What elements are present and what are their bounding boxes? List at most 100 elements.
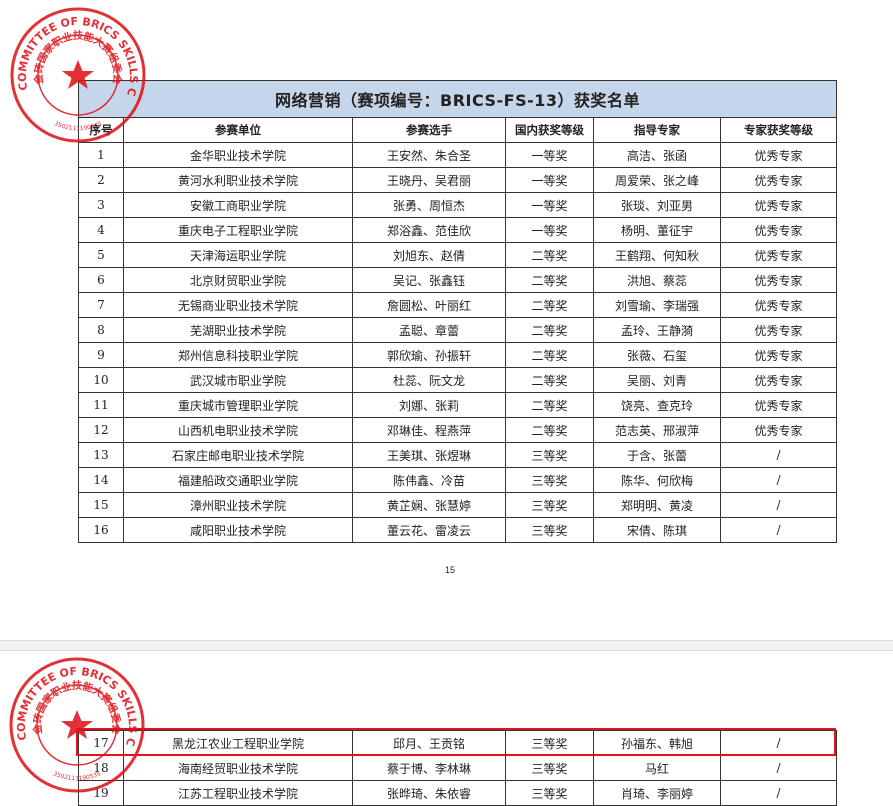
cell-seq: 3 xyxy=(78,192,124,218)
cell-expert-award: 优秀专家 xyxy=(719,317,838,343)
cell-expert-award: 优秀专家 xyxy=(719,242,838,268)
cell-seq: 2 xyxy=(78,167,124,193)
cell-seq: 10 xyxy=(78,367,124,393)
table-row: 8 芜湖职业技术学院 孟聪、章蕾 二等奖 孟玲、王静漪 优秀专家 xyxy=(78,317,838,343)
cell-expert-award: / xyxy=(720,730,837,756)
cell-contestants: 邱月、王贡铭 xyxy=(352,730,506,756)
cell-award: 二等奖 xyxy=(505,342,594,368)
cell-experts: 郑明明、黄凌 xyxy=(593,492,721,518)
cell-expert-award: 优秀专家 xyxy=(719,217,838,243)
cell-award: 三等奖 xyxy=(505,730,594,756)
cell-seq: 11 xyxy=(78,392,124,418)
cell-experts: 宋倩、陈琪 xyxy=(593,517,721,543)
cell-seq: 5 xyxy=(78,242,124,268)
cell-experts: 肖琦、李丽婷 xyxy=(593,780,721,806)
cell-contestants: 郑浴鑫、范佳欣 xyxy=(352,217,506,243)
cell-award: 二等奖 xyxy=(505,242,594,268)
cell-expert-award: 优秀专家 xyxy=(719,142,838,168)
cell-experts: 马红 xyxy=(593,755,721,781)
document-page-1: 网络营销（赛项编号：BRICS-FS-13）获奖名单 序号 参赛单位 参赛选手 … xyxy=(0,0,893,641)
cell-award: 二等奖 xyxy=(505,267,594,293)
cell-expert-award: / xyxy=(719,517,838,543)
table-row: 10 武汉城市职业学院 杜蕊、阮文龙 二等奖 吴丽、刘青 优秀专家 xyxy=(78,367,838,393)
cell-unit: 福建船政交通职业学院 xyxy=(123,467,353,493)
cell-contestants: 吴记、张鑫钰 xyxy=(352,267,506,293)
cell-award: 一等奖 xyxy=(505,192,594,218)
cell-seq: 7 xyxy=(78,292,124,318)
cell-contestants: 王安然、朱合圣 xyxy=(352,142,506,168)
cell-unit: 咸阳职业技术学院 xyxy=(123,517,353,543)
table-row: 4 重庆电子工程职业学院 郑浴鑫、范佳欣 一等奖 杨明、董征宇 优秀专家 xyxy=(78,217,838,243)
cell-experts: 张琰、刘亚男 xyxy=(593,192,721,218)
cell-contestants: 刘娜、张莉 xyxy=(352,392,506,418)
table-row: 1 金华职业技术学院 王安然、朱合圣 一等奖 高洁、张函 优秀专家 xyxy=(78,142,838,168)
header-row: 序号 参赛单位 参赛选手 国内获奖等级 指导专家 专家获奖等级 xyxy=(78,117,838,143)
cell-expert-award: 优秀专家 xyxy=(719,392,838,418)
table-row: 7 无锡商业职业技术学院 詹圆松、叶丽红 二等奖 刘雪瑜、李瑞强 优秀专家 xyxy=(78,292,838,318)
cell-unit: 海南经贸职业技术学院 xyxy=(123,755,353,781)
cell-unit: 漳州职业技术学院 xyxy=(123,492,353,518)
cell-contestants: 王美琪、张煜琳 xyxy=(352,442,506,468)
cell-contestants: 邓琳佳、程燕萍 xyxy=(352,417,506,443)
cell-unit: 安徽工商职业学院 xyxy=(123,192,353,218)
cell-unit: 重庆城市管理职业学院 xyxy=(123,392,353,418)
cell-contestants: 詹圆松、叶丽红 xyxy=(352,292,506,318)
cell-unit: 天津海运职业学院 xyxy=(123,242,353,268)
cell-seq: 12 xyxy=(78,417,124,443)
cell-expert-award: 优秀专家 xyxy=(719,367,838,393)
awards-table-page-2: 17 黑龙江农业工程职业学院 邱月、王贡铭 三等奖 孙福东、韩旭/18 海南经贸职业技术学… xyxy=(78,730,837,806)
cell-contestants: 王晓丹、吴君丽 xyxy=(352,167,506,193)
awards-table-page-1: 网络营销（赛项编号：BRICS-FS-13）获奖名单 序号 参赛单位 参赛选手 … xyxy=(77,80,838,543)
cell-award: 三等奖 xyxy=(505,492,594,518)
cell-seq: 15 xyxy=(78,492,124,518)
table-row: 12 山西机电职业技术学院 邓琳佳、程燕萍 二等奖 范志英、邢淑萍 优秀专家 xyxy=(78,417,838,443)
cell-expert-award: 优秀专家 xyxy=(719,292,838,318)
column-header-unit: 参赛单位 xyxy=(123,117,353,143)
cell-experts: 王鹤翔、何知秋 xyxy=(593,242,721,268)
column-header-seq: 序号 xyxy=(78,117,124,143)
table-body: 17 黑龙江农业工程职业学院 邱月、王贡铭 三等奖 孙福东、韩旭/18 海南经贸职业技术学… xyxy=(78,730,837,806)
cell-experts: 吴丽、刘青 xyxy=(593,367,721,393)
cell-contestants: 刘旭东、赵倩 xyxy=(352,242,506,268)
cell-unit: 黄河水利职业技术学院 xyxy=(123,167,353,193)
cell-unit: 金华职业技术学院 xyxy=(123,142,353,168)
cell-award: 二等奖 xyxy=(505,417,594,443)
table-row: 9 郑州信息科技职业学院 郭欣瑜、孙振轩 二等奖 张薇、石玺 优秀专家 xyxy=(78,342,838,368)
table-title: 网络营销（赛项编号：BRICS-FS-13）获奖名单 xyxy=(77,80,838,118)
table-row: 14 福建船政交通职业学院 陈伟鑫、冷苗 三等奖 陈华、何欣梅 / xyxy=(78,467,838,493)
cell-expert-award: 优秀专家 xyxy=(719,167,838,193)
table-row: 11 重庆城市管理职业学院 刘娜、张莉 二等奖 饶亮、查克玲 优秀专家 xyxy=(78,392,838,418)
cell-seq: 14 xyxy=(78,467,124,493)
cell-award: 三等奖 xyxy=(505,442,594,468)
cell-award: 三等奖 xyxy=(505,467,594,493)
cell-award: 三等奖 xyxy=(505,755,594,781)
table-row: 13 石家庄邮电职业技术学院 王美琪、张煜琳 三等奖 于含、张蕾 / xyxy=(78,442,838,468)
cell-contestants: 董云花、雷凌云 xyxy=(352,517,506,543)
cell-seq: 1 xyxy=(78,142,124,168)
cell-expert-award: 优秀专家 xyxy=(719,267,838,293)
cell-award: 二等奖 xyxy=(505,392,594,418)
cell-contestants: 蔡于博、李林琳 xyxy=(352,755,506,781)
cell-experts: 洪旭、蔡蕊 xyxy=(593,267,721,293)
cell-unit: 山西机电职业技术学院 xyxy=(123,417,353,443)
table-row: 17 黑龙江农业工程职业学院 邱月、王贡铭 三等奖 孙福东、韩旭 / xyxy=(78,730,837,756)
cell-unit: 黑龙江农业工程职业学院 xyxy=(123,730,353,756)
cell-award: 二等奖 xyxy=(505,367,594,393)
table-row: 5 天津海运职业学院 刘旭东、赵倩 二等奖 王鹤翔、何知秋 优秀专家 xyxy=(78,242,838,268)
cell-contestants: 郭欣瑜、孙振轩 xyxy=(352,342,506,368)
cell-experts: 孙福东、韩旭 xyxy=(593,730,721,756)
cell-contestants: 陈伟鑫、冷苗 xyxy=(352,467,506,493)
cell-contestants: 张勇、周恒杰 xyxy=(352,192,506,218)
cell-award: 一等奖 xyxy=(505,142,594,168)
cell-unit: 芜湖职业技术学院 xyxy=(123,317,353,343)
cell-seq: 13 xyxy=(78,442,124,468)
cell-expert-award: 优秀专家 xyxy=(719,342,838,368)
cell-seq: 9 xyxy=(78,342,124,368)
cell-unit: 无锡商业职业技术学院 xyxy=(123,292,353,318)
table-row: 16 咸阳职业技术学院 董云花、雷凌云 三等奖 宋倩、陈琪 / xyxy=(78,517,838,543)
cell-experts: 高洁、张函 xyxy=(593,142,721,168)
cell-seq: 18 xyxy=(78,755,124,781)
cell-award: 二等奖 xyxy=(505,292,594,318)
cell-expert-award: 优秀专家 xyxy=(719,417,838,443)
cell-experts: 饶亮、查克玲 xyxy=(593,392,721,418)
